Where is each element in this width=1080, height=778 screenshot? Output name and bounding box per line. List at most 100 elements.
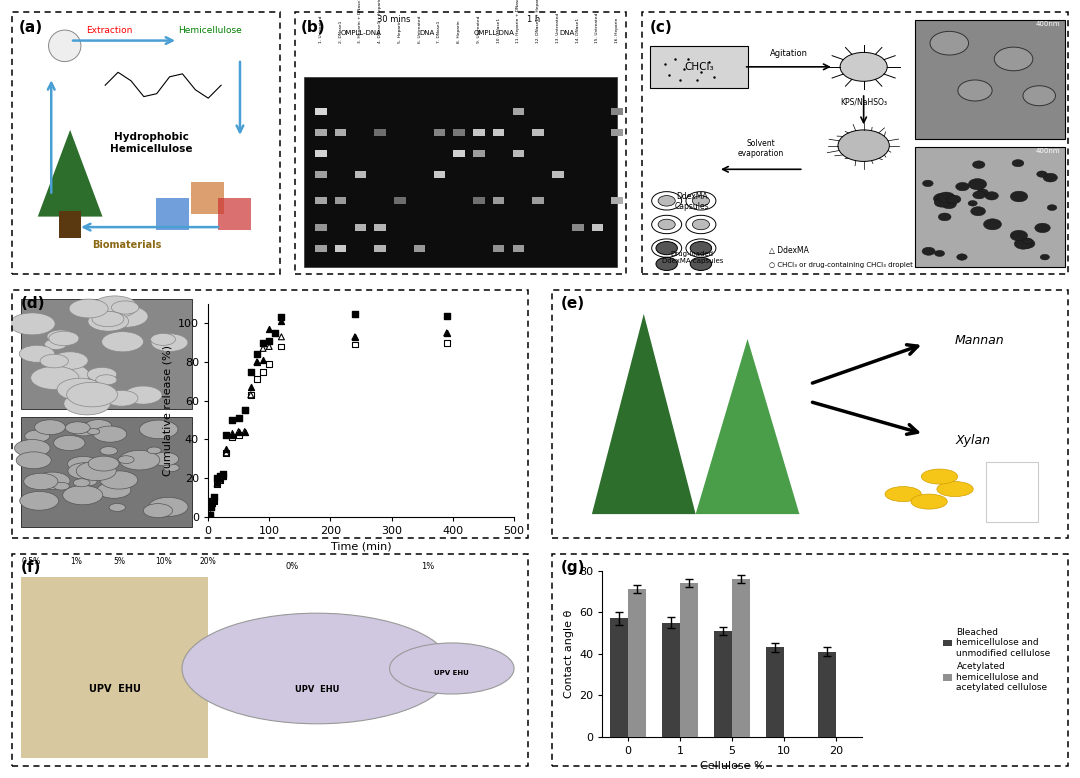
- Point: [202, 509, 219, 521]
- Text: (d): (d): [22, 296, 45, 311]
- Point: [212, 474, 229, 486]
- Point: [230, 426, 247, 438]
- Point: [218, 429, 235, 442]
- Text: UPV  EHU: UPV EHU: [89, 684, 140, 694]
- Text: Hemicellulose: Hemicellulose: [178, 26, 242, 35]
- FancyBboxPatch shape: [473, 129, 485, 136]
- Point: [260, 358, 278, 370]
- Circle shape: [97, 482, 131, 499]
- Text: CHCl₃: CHCl₃: [684, 61, 714, 72]
- Point: [218, 443, 235, 455]
- Circle shape: [692, 243, 710, 254]
- Circle shape: [658, 243, 675, 254]
- Point: [230, 429, 247, 442]
- Point: [248, 373, 266, 386]
- Ellipse shape: [885, 486, 921, 502]
- Text: 20%: 20%: [200, 557, 216, 566]
- Circle shape: [69, 422, 97, 436]
- FancyBboxPatch shape: [986, 461, 1038, 521]
- FancyBboxPatch shape: [394, 198, 406, 205]
- Point: [248, 356, 266, 368]
- Text: 15. Untreated: 15. Untreated: [595, 12, 599, 44]
- Point: [248, 356, 266, 368]
- Circle shape: [104, 306, 148, 328]
- X-axis label: Cellulose %: Cellulose %: [700, 761, 765, 771]
- Circle shape: [35, 420, 66, 435]
- Text: Hydrophobic
Hemicellulose: Hydrophobic Hemicellulose: [110, 132, 192, 154]
- Circle shape: [85, 419, 111, 433]
- Text: Solvent
evaporation: Solvent evaporation: [738, 138, 784, 158]
- Ellipse shape: [937, 482, 973, 496]
- Circle shape: [686, 191, 716, 210]
- Point: [201, 510, 218, 523]
- Circle shape: [658, 195, 675, 206]
- FancyBboxPatch shape: [354, 224, 366, 230]
- Point: [224, 414, 241, 426]
- Point: [347, 331, 364, 343]
- Point: [201, 510, 218, 523]
- Circle shape: [89, 456, 119, 471]
- Circle shape: [692, 195, 710, 206]
- Point: [438, 310, 456, 322]
- FancyBboxPatch shape: [915, 19, 1065, 139]
- Point: [212, 474, 229, 486]
- Circle shape: [119, 450, 160, 470]
- Point: [242, 388, 259, 401]
- Text: 6. Untreated: 6. Untreated: [418, 16, 421, 44]
- Circle shape: [658, 219, 675, 230]
- FancyBboxPatch shape: [315, 224, 326, 230]
- Point: [237, 426, 254, 438]
- Circle shape: [838, 130, 889, 161]
- Point: [237, 426, 254, 438]
- Point: [224, 431, 241, 443]
- FancyBboxPatch shape: [454, 150, 465, 157]
- Point: [208, 478, 226, 490]
- Circle shape: [1023, 86, 1055, 106]
- Circle shape: [139, 420, 178, 439]
- Text: UPV  EHU: UPV EHU: [295, 685, 339, 694]
- Circle shape: [995, 47, 1032, 71]
- FancyBboxPatch shape: [513, 245, 524, 251]
- Circle shape: [942, 200, 957, 209]
- Circle shape: [651, 191, 681, 210]
- Point: [204, 497, 221, 510]
- FancyBboxPatch shape: [473, 150, 485, 157]
- FancyBboxPatch shape: [473, 198, 485, 205]
- Text: △ DdexMA: △ DdexMA: [769, 247, 809, 255]
- Circle shape: [29, 482, 41, 488]
- Point: [205, 491, 222, 503]
- Ellipse shape: [921, 469, 958, 484]
- Circle shape: [19, 345, 55, 363]
- Text: 13. Untreated: 13. Untreated: [556, 13, 559, 44]
- Text: 1 h: 1 h: [527, 16, 541, 24]
- Text: 9. Untreated: 9. Untreated: [477, 16, 481, 44]
- Text: Extraction: Extraction: [86, 26, 133, 35]
- Text: (a): (a): [18, 19, 43, 34]
- Text: UPV EHU: UPV EHU: [434, 670, 469, 676]
- Text: 1. Untreated: 1. Untreated: [319, 16, 323, 44]
- Text: 2. DNase1: 2. DNase1: [338, 21, 342, 44]
- Bar: [714, 631, 732, 737]
- FancyBboxPatch shape: [157, 198, 189, 230]
- Circle shape: [68, 457, 99, 471]
- Circle shape: [690, 241, 712, 254]
- Circle shape: [16, 452, 51, 468]
- Circle shape: [92, 311, 124, 327]
- Point: [224, 429, 241, 442]
- Text: 30 mins: 30 mins: [377, 16, 410, 24]
- FancyBboxPatch shape: [433, 171, 445, 178]
- Point: [212, 471, 229, 484]
- Circle shape: [14, 440, 50, 457]
- Point: [204, 495, 221, 507]
- Point: [202, 501, 219, 513]
- Circle shape: [64, 392, 110, 415]
- Point: [215, 468, 232, 480]
- Point: [224, 427, 241, 440]
- Polygon shape: [592, 314, 696, 514]
- FancyBboxPatch shape: [915, 147, 1065, 267]
- Circle shape: [934, 198, 949, 207]
- Point: [205, 495, 222, 507]
- Circle shape: [163, 464, 179, 471]
- Circle shape: [969, 179, 987, 190]
- Point: [237, 404, 254, 416]
